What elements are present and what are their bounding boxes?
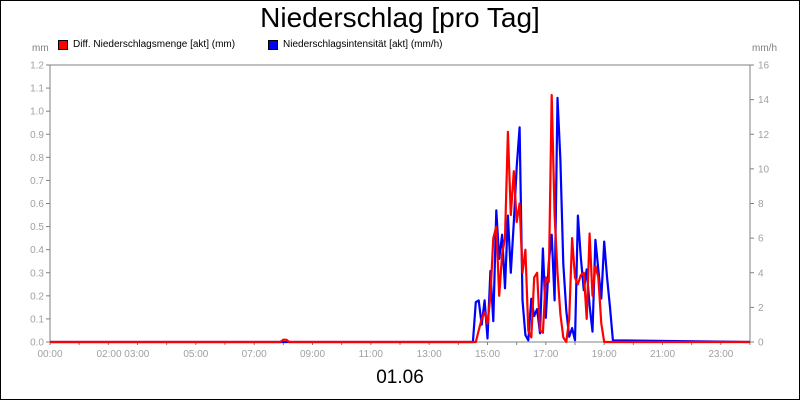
date-label: 01.06 [376,367,424,388]
legend-label-intensity: Niederschlagsintensität [akt] (mm/h) [283,39,443,50]
x-tick-label: 07:00 [242,349,267,360]
legend-item-intensity: Niederschlagsintensität [akt] (mm/h) [268,39,443,50]
left-tick-label: 0.6 [30,199,44,210]
left-tick-label: 0.1 [30,314,44,325]
right-tick-label: 10 [758,164,770,175]
left-axis-unit: mm [32,43,49,54]
x-tick-label: 19:00 [592,349,617,360]
right-tick-label: 14 [758,95,770,106]
left-tick-label: 0.3 [30,268,44,279]
legend-label-diff: Diff. Niederschlagsmenge [akt] (mm) [73,39,236,50]
left-tick-label: 0.4 [30,245,44,256]
left-tick-label: 0.0 [30,338,44,349]
left-tick-label: 0.7 [30,176,44,187]
left-tick-label: 1.0 [30,107,44,118]
x-tick-label: 05:00 [183,349,208,360]
right-tick-label: 4 [758,268,764,279]
legend-item-diff: Diff. Niederschlagsmenge [akt] (mm) [58,39,235,50]
x-tick-label: 11:00 [359,349,384,360]
left-tick-label: 0.9 [30,130,44,141]
plot-area [49,64,751,343]
right-axis: 0 2 4 6 8 10 12 14 16 [750,61,770,349]
x-tick-label: 13:00 [417,349,442,360]
left-tick-label: 1.1 [30,84,44,95]
x-tick-label: 02:00 03:00 [97,349,150,360]
left-tick-label: 0.8 [30,153,44,164]
left-tick-label: 0.5 [30,222,44,233]
right-tick-label: 6 [758,234,764,245]
right-axis-unit: mm/h [752,43,777,54]
x-tick-label: 15:00 [475,349,500,360]
x-tick-label: 23:00 [708,349,733,360]
left-axis: 0.0 0.1 0.2 0.3 0.4 0.5 0.6 0.7 0.8 0.9 1.0 1.1 1.2 [30,61,50,349]
legend-swatch-red [58,39,68,50]
legend-swatch-blue [268,39,278,50]
left-tick-label: 1.2 [30,61,44,72]
left-tick-label: 0.2 [30,291,44,302]
series-line-intensity [50,96,751,344]
right-tick-label: 0 [758,338,764,349]
x-tick-label: 09:00 [300,349,325,360]
chart-title: Niederschlag [pro Tag] [260,2,540,33]
x-tick-label: 17:00 [533,349,558,360]
series-line-diff [50,93,750,344]
x-tick-label: 21:00 [650,349,675,360]
right-tick-label: 16 [758,61,770,72]
right-tick-label: 8 [758,199,764,210]
x-tick-label: 00:00 [37,349,62,360]
x-axis: 00:00 02:00 03:00 05:00 07:00 09:00 11:00 13:0… [37,342,751,360]
right-tick-label: 12 [758,130,770,141]
right-tick-label: 2 [758,303,764,314]
series-group [50,93,751,344]
